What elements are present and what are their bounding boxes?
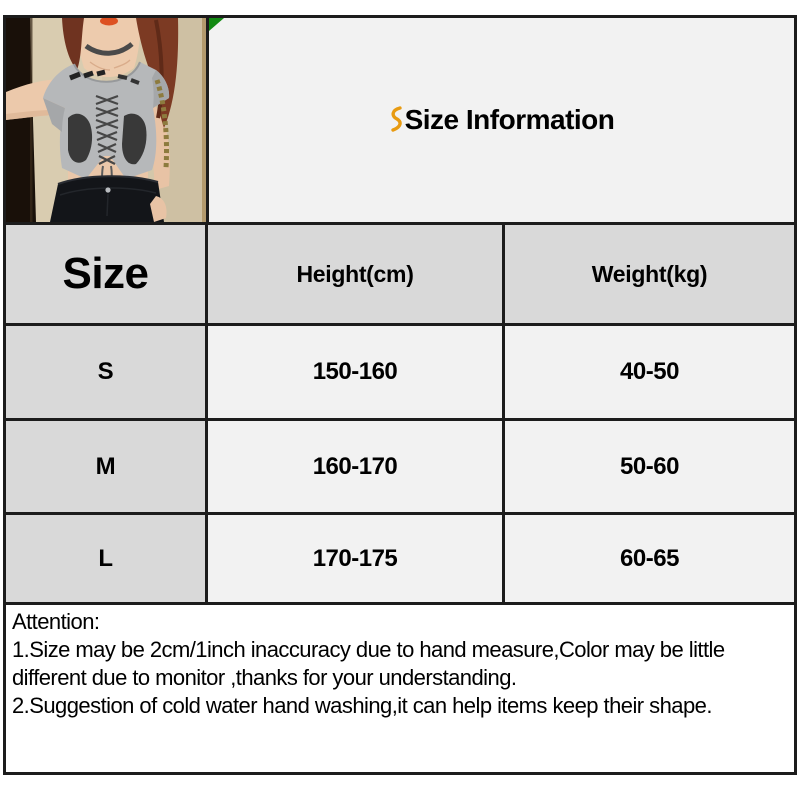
orange-watermark-icon [390,106,402,132]
attention-note-1: 1.Size may be 2cm/1inch inaccuracy due t… [12,637,725,690]
height-value: 160-170 [205,418,505,515]
size-chart-sheet: Size Information Size Height(cm) Weight(… [3,15,797,775]
size-label: M [3,418,208,515]
green-corner-icon [209,18,224,31]
weight-value: 40-50 [502,323,797,421]
title-panel: Size Information [209,18,794,222]
height-value: 170-175 [205,512,505,605]
size-label: S [3,323,208,421]
size-label: L [3,512,208,605]
weight-value: 60-65 [502,512,797,605]
height-value: 150-160 [205,323,505,421]
header-section: Size Information [3,15,797,222]
size-table: Size Height(cm) Weight(kg) S 150-160 40-… [3,222,797,605]
column-header-weight: Weight(kg) [502,222,797,326]
product-photo [6,18,209,222]
attention-box: Attention: 1.Size may be 2cm/1inch inacc… [3,605,797,775]
attention-heading: Attention: [12,609,100,634]
column-header-height: Height(cm) [205,222,505,326]
attention-note-2: 2.Suggestion of cold water hand washing,… [12,693,712,718]
table-header-row: Size Height(cm) Weight(kg) [3,222,797,326]
table-row-m: M 160-170 50-60 [3,418,797,515]
column-header-size: Size [3,222,208,326]
weight-value: 50-60 [502,418,797,515]
page-title: Size Information [404,104,615,135]
product-photo-illustration [6,18,206,222]
table-row-s: S 150-160 40-50 [3,323,797,421]
table-row-l: L 170-175 60-65 [3,512,797,605]
